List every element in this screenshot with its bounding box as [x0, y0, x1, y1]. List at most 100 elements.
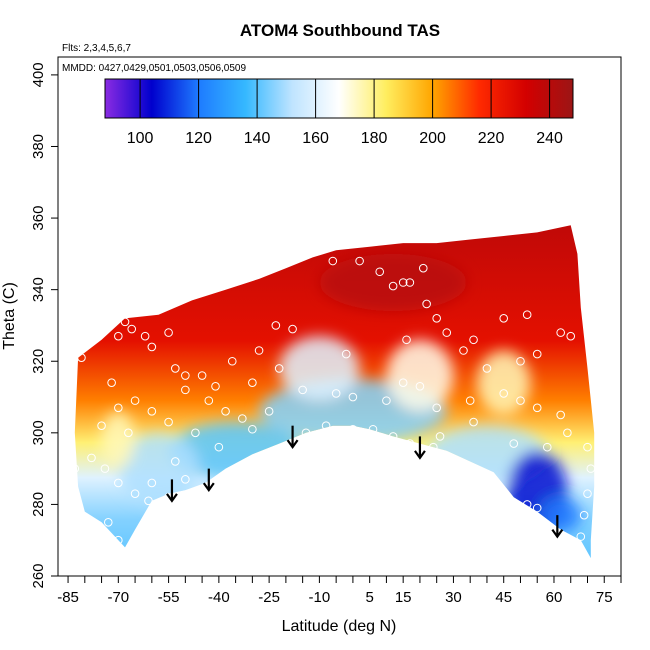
observation-point [114, 331, 123, 341]
observation-point [398, 378, 408, 388]
observation-point [238, 414, 247, 423]
observation-point [127, 324, 137, 334]
observation-point [170, 364, 180, 373]
field-blob [476, 350, 531, 415]
observation-point [87, 453, 96, 463]
observation-point [418, 263, 428, 273]
observation-point [197, 489, 207, 498]
observation-point [532, 403, 542, 413]
observation-point [402, 335, 411, 345]
y-tick-label: 300 [30, 420, 47, 445]
y-axis-label: Theta (C) [1, 282, 18, 350]
field-blob [540, 497, 581, 534]
observation-point [516, 396, 525, 405]
observation-point [221, 407, 230, 416]
observation-point [522, 500, 532, 509]
observation-point [499, 313, 509, 323]
observation-point [405, 439, 415, 448]
field-blob [386, 339, 454, 412]
observation-point [264, 407, 274, 416]
observation-point [130, 396, 140, 405]
observation-point [164, 328, 173, 337]
observation-point [365, 450, 374, 459]
observation-point [375, 267, 385, 277]
observation-point [388, 281, 398, 291]
observation-point [579, 510, 589, 520]
x-tick-label: -55 [158, 589, 180, 606]
observation-point [569, 210, 579, 219]
observation-point [191, 428, 200, 438]
observation-point [482, 475, 492, 484]
observation-point [311, 245, 321, 255]
observation-point [144, 496, 153, 506]
observation-point [100, 464, 110, 473]
plot-area [57, 56, 622, 577]
observation-point [516, 356, 525, 366]
observation-point [331, 389, 341, 398]
flights-annotation: Flts: 2,3,4,5,6,7 [62, 43, 131, 54]
profile-arrow [286, 425, 299, 450]
observation-point [305, 249, 314, 259]
x-tick-label: -25 [258, 589, 280, 606]
observation-point [181, 385, 190, 395]
observation-point [197, 371, 207, 380]
observation-point [127, 543, 137, 552]
observation-point [586, 464, 596, 473]
observation-point [114, 403, 123, 413]
observation-point [432, 403, 441, 413]
colorbar-tick-label: 140 [244, 130, 271, 147]
colorbar-tick-label: 240 [536, 130, 563, 147]
observation-point [114, 478, 123, 488]
x-axis: -85 -70 -55 -40 -25 -10 5 15 30 45 60 75 [57, 576, 622, 606]
colorbar-tick-label: 200 [419, 130, 446, 147]
chart-title: ATOM4 Southbound TAS [240, 21, 440, 40]
observation-point [459, 346, 468, 355]
x-tick-label: -70 [107, 589, 129, 606]
profile-arrow [414, 436, 426, 460]
observation-point [482, 364, 492, 373]
profile-arrow [166, 479, 178, 503]
field-blob [279, 336, 360, 401]
observation-point [341, 349, 351, 359]
colorbar-tick-label: 180 [361, 130, 388, 147]
observation-point [271, 321, 281, 330]
colorbar-tick-label: 120 [185, 130, 212, 147]
observation-point [415, 381, 425, 391]
observation-point [211, 381, 220, 391]
observation-point [566, 331, 576, 341]
y-tick-label: 260 [30, 563, 47, 588]
observation-point [70, 464, 80, 473]
colorbar: 100 120 140 160 180 200 220 240 [104, 78, 574, 147]
observation-point [107, 378, 116, 388]
observation-point [97, 421, 106, 430]
colorbar-tick-label: 220 [478, 130, 505, 147]
x-tick-label: 45 [495, 589, 512, 606]
profile-arrow [202, 468, 215, 492]
observation-point [120, 317, 130, 327]
observation-point [181, 475, 190, 484]
observation-point [103, 518, 113, 527]
observation-point [248, 424, 257, 434]
observation-point [382, 396, 391, 405]
observation-point [405, 278, 415, 287]
observation-point [321, 421, 331, 430]
y-tick-label: 320 [30, 349, 47, 374]
x-tick-label: 30 [445, 589, 462, 606]
observation-point [563, 428, 572, 438]
observation-point [204, 396, 214, 405]
x-tick-label: 15 [395, 589, 412, 606]
observation-point [469, 417, 478, 427]
y-tick-label: 400 [30, 62, 47, 87]
x-tick-label: 75 [596, 589, 613, 606]
observation-point [298, 249, 307, 259]
observation-point [348, 424, 358, 434]
profile-arrow [551, 515, 564, 539]
y-axis: 260 280 300 320 340 360 380 400 [30, 62, 58, 589]
observation-point [355, 256, 364, 266]
observation-point [398, 278, 408, 287]
observation-point [164, 417, 173, 427]
observation-point [496, 496, 505, 506]
x-axis-label: Latitude (deg N) [282, 618, 397, 635]
y-tick-label: 340 [30, 277, 47, 302]
observation-point [542, 442, 552, 452]
